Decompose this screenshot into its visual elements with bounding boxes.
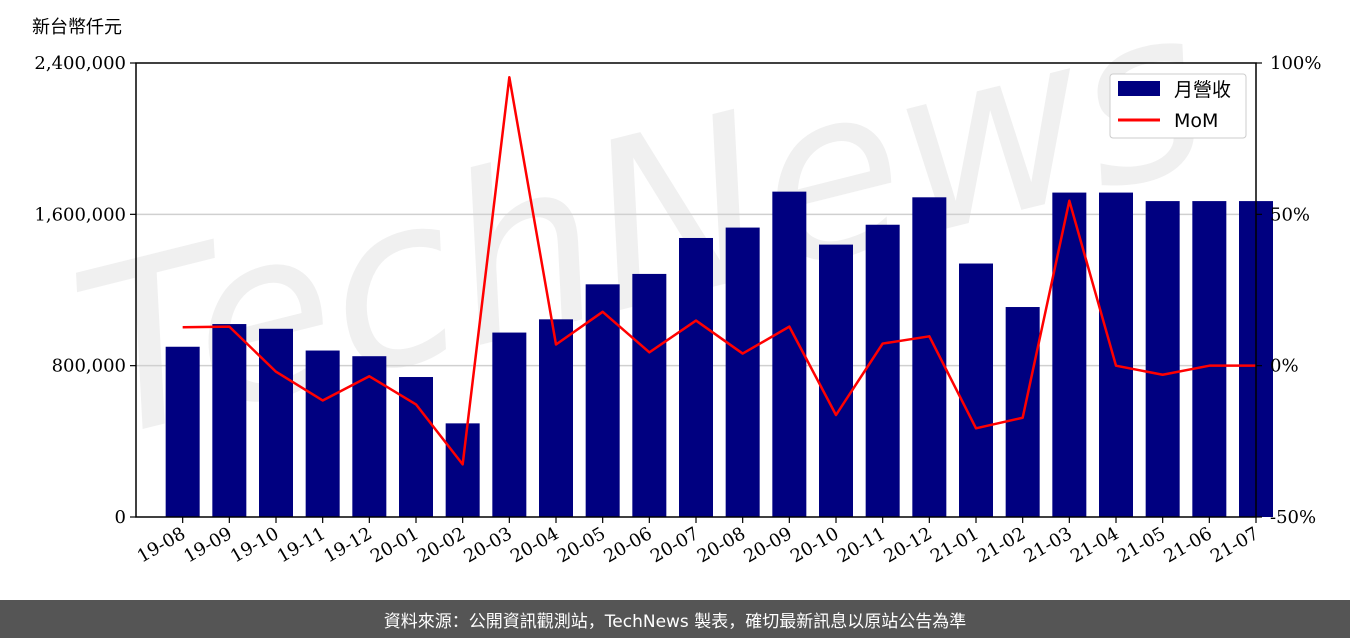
bar-19-10 <box>259 328 293 517</box>
bar-20-10 <box>819 244 853 517</box>
x-tick-label-19-12: 19-12 <box>320 523 375 567</box>
x-tick-label-19-11: 19-11 <box>274 523 329 567</box>
x-tick-label-21-02: 21-02 <box>974 523 1029 567</box>
bar-19-09 <box>212 324 247 517</box>
x-tick-label-20-02: 20-02 <box>414 523 469 567</box>
x-tick-label-19-10: 19-10 <box>227 523 282 567</box>
bar-20-11 <box>865 224 900 518</box>
x-tick-label-20-10: 20-10 <box>787 523 842 567</box>
x-tick-label-19-08: 19-08 <box>134 523 189 567</box>
x-tick-label-21-06: 21-06 <box>1160 523 1215 567</box>
legend: 月營收 MoM <box>1109 73 1247 139</box>
bar-21-01 <box>959 263 993 517</box>
x-tick-label-20-09: 20-09 <box>740 523 795 567</box>
chart: TechNews 0800,0001,600,0002,400,000-50%0… <box>32 0 1321 567</box>
y-right-tick-label-3: 100% <box>1270 53 1321 74</box>
x-tick-label-20-03: 20-03 <box>460 523 515 567</box>
x-tick-label-20-08: 20-08 <box>694 523 749 567</box>
bar-20-03 <box>492 332 527 517</box>
legend-label-revenue: 月營收 <box>1174 79 1231 101</box>
y-right-tick-label-1: 0% <box>1270 356 1299 377</box>
bar-20-08 <box>725 227 760 517</box>
x-tick-label-20-06: 20-06 <box>600 523 655 567</box>
x-tick-label-20-07: 20-07 <box>647 523 702 567</box>
legend-swatch-revenue <box>1118 81 1160 96</box>
legend-label-mom: MoM <box>1174 110 1218 132</box>
y-axis-unit-label: 新台幣仟元 <box>32 17 122 38</box>
y-left-tick-label-0: 0 <box>115 507 126 528</box>
y-right-tick-label-0: -50% <box>1270 507 1316 528</box>
x-tick-label-21-07: 21-07 <box>1207 523 1262 567</box>
x-tick-label-21-03: 21-03 <box>1020 523 1075 567</box>
bar-21-03 <box>1052 192 1087 517</box>
x-tick-label-21-05: 21-05 <box>1114 523 1169 567</box>
bar-20-04 <box>539 319 573 517</box>
x-tick-label-21-04: 21-04 <box>1067 523 1122 567</box>
x-tick-label-19-09: 19-09 <box>180 523 235 567</box>
y-left-tick-label-2: 1,600,000 <box>34 204 126 225</box>
x-tick-label-20-01: 20-01 <box>367 523 422 567</box>
x-tick-label-20-12: 20-12 <box>880 523 935 567</box>
bar-20-07 <box>679 237 713 517</box>
bar-21-06 <box>1192 201 1227 517</box>
bar-20-01 <box>399 377 433 517</box>
bar-19-08 <box>165 346 200 517</box>
x-tick-label-20-05: 20-05 <box>554 523 609 567</box>
bar-21-04 <box>1099 192 1133 517</box>
footer-source-note: 資料來源：公開資訊觀測站，TechNews 製表，確切最新訊息以原站公告為準 <box>0 600 1350 638</box>
bar-21-05 <box>1145 201 1180 517</box>
y-right-tick-label-2: 50% <box>1270 204 1310 225</box>
x-tick-label-21-01: 21-01 <box>927 523 982 567</box>
y-left-tick-label-1: 800,000 <box>52 356 126 377</box>
y-left-tick-label-3: 2,400,000 <box>34 53 126 74</box>
bar-20-02 <box>445 423 480 517</box>
bar-19-12 <box>352 356 387 517</box>
mom-line <box>182 75 1257 466</box>
mom-line-path <box>182 75 1256 466</box>
x-tick-label-20-11: 20-11 <box>834 523 889 567</box>
bar-20-09 <box>772 191 807 517</box>
bar-20-06 <box>632 273 667 517</box>
x-tick-label-20-04: 20-04 <box>507 523 562 567</box>
bar-19-11 <box>305 350 340 517</box>
